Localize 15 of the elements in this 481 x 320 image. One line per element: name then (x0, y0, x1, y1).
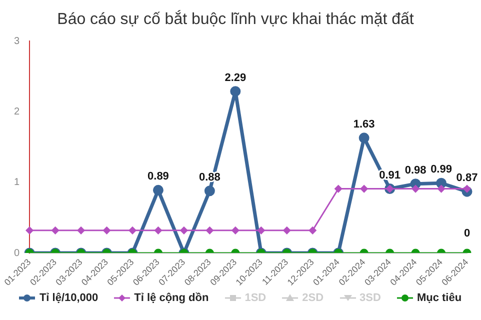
y-tick-label: 0 (14, 248, 20, 259)
data-label: 0.98 (404, 164, 426, 176)
y-tick-label: 2 (14, 106, 20, 118)
data-label: 0.89 (148, 170, 169, 183)
data-label: 0.87 (456, 172, 478, 184)
chart-title: Báo cáo sự cố bắt buộc lĩnh vực khai thác mặt đất (57, 10, 414, 28)
data-label: 0 (464, 228, 470, 240)
y-tick-label: 1 (14, 177, 20, 188)
y-tick-label: 3 (14, 36, 20, 47)
legend-label: Mục tiêu (416, 292, 462, 304)
data-label: 1.63 (353, 118, 375, 130)
legend-label: Tỉ lệ/10,000 (39, 292, 98, 304)
data-label: 2.29 (224, 72, 246, 84)
legend-label: Tỉ lệ cộng dồn (134, 292, 209, 304)
data-label: 0.99 (430, 164, 452, 176)
